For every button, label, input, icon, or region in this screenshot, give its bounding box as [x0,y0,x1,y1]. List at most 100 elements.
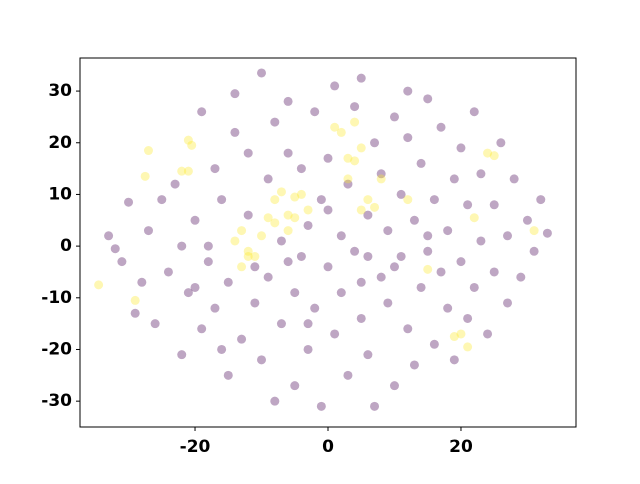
scatter-point [436,267,446,277]
scatter-point [257,68,267,78]
y-tick-label: 20 [48,133,72,153]
scatter-point [489,200,499,210]
scatter-point [529,226,539,236]
scatter-point [396,251,406,261]
scatter-point [343,153,353,163]
scatter-point [223,277,233,287]
scatter-point [190,282,200,292]
y-tick-label: 30 [48,81,72,101]
scatter-point [476,236,486,246]
scatter-point [350,246,360,256]
scatter-point [303,344,313,354]
scatter-point [250,251,260,261]
scatter-point [350,156,360,166]
scatter-point [243,251,253,261]
scatter-point [343,174,353,184]
scatter-point [230,89,240,99]
scatter-point [469,107,479,117]
scatter-point [237,334,247,344]
scatter-point [449,355,459,365]
scatter-point [210,164,220,174]
scatter-point [170,179,180,189]
scatter-point [363,195,373,205]
scatter-point [243,148,253,158]
scatter-point [150,319,160,329]
scatter-point [250,298,260,308]
scatter-point [463,342,473,352]
scatter-point [429,339,439,349]
scatter-point [469,282,479,292]
scatter-point [423,246,433,256]
scatter-point [436,122,446,132]
scatter-point [177,350,187,360]
scatter-point [203,241,213,251]
scatter-point [383,298,393,308]
scatter-point [177,241,187,251]
scatter-point [370,138,380,148]
scatter-point [283,148,293,158]
scatter-point [423,231,433,241]
scatter-point [263,174,273,184]
scatter-point [296,189,306,199]
scatter-point [290,192,300,202]
scatter-point [343,179,353,189]
scatter-point [243,246,253,256]
scatter-point [483,148,493,158]
scatter-point [370,202,380,212]
scatter-point [469,213,479,223]
scatter-point [456,257,466,267]
scatter-point [217,195,227,205]
scatter-point [376,174,386,184]
scatter-point [463,200,473,210]
scatter-point [383,226,393,236]
scatter-point [336,127,346,137]
y-tick-label: -20 [41,339,72,359]
scatter-point [356,143,366,153]
scatter-point [489,267,499,277]
scatter-point [443,303,453,313]
scatter-point [509,174,519,184]
scatter-point [94,280,104,290]
scatter-point [336,288,346,298]
scatter-point [276,236,286,246]
scatter-point [283,226,293,236]
scatter-point [376,272,386,282]
scatter-point [363,210,373,220]
scatter-point [522,215,532,225]
scatter-point [456,329,466,339]
scatter-point [230,236,240,246]
scatter-point [157,195,167,205]
scatter-point [130,295,140,305]
scatter-point [403,195,413,205]
scatter-point [423,264,433,274]
scatter-point [370,401,380,411]
scatter-point [449,332,459,342]
scatter-point [483,329,493,339]
scatter-point [323,153,333,163]
scatter-point [283,96,293,106]
scatter-point [429,195,439,205]
scatter-point [350,102,360,112]
scatter-point [456,143,466,153]
scatter-point [356,313,366,323]
y-tick-label: 0 [60,236,72,256]
scatter-point [250,262,260,272]
scatter-point [496,138,506,148]
scatter-point [389,262,399,272]
scatter-point [183,135,193,145]
scatter-point [396,189,406,199]
scatter-point [117,257,127,267]
scatter-point [183,166,193,176]
scatter-point [310,303,320,313]
scatter-point [243,210,253,220]
scatter-point [263,213,273,223]
scatter-point [449,174,459,184]
scatter-point [489,151,499,161]
scatter-point [403,324,413,334]
scatter-point [257,231,267,241]
scatter-point [303,205,313,215]
scatter-point [443,226,453,236]
scatter-point [323,205,333,215]
scatter-point [283,210,293,220]
scatter-point [140,171,150,181]
